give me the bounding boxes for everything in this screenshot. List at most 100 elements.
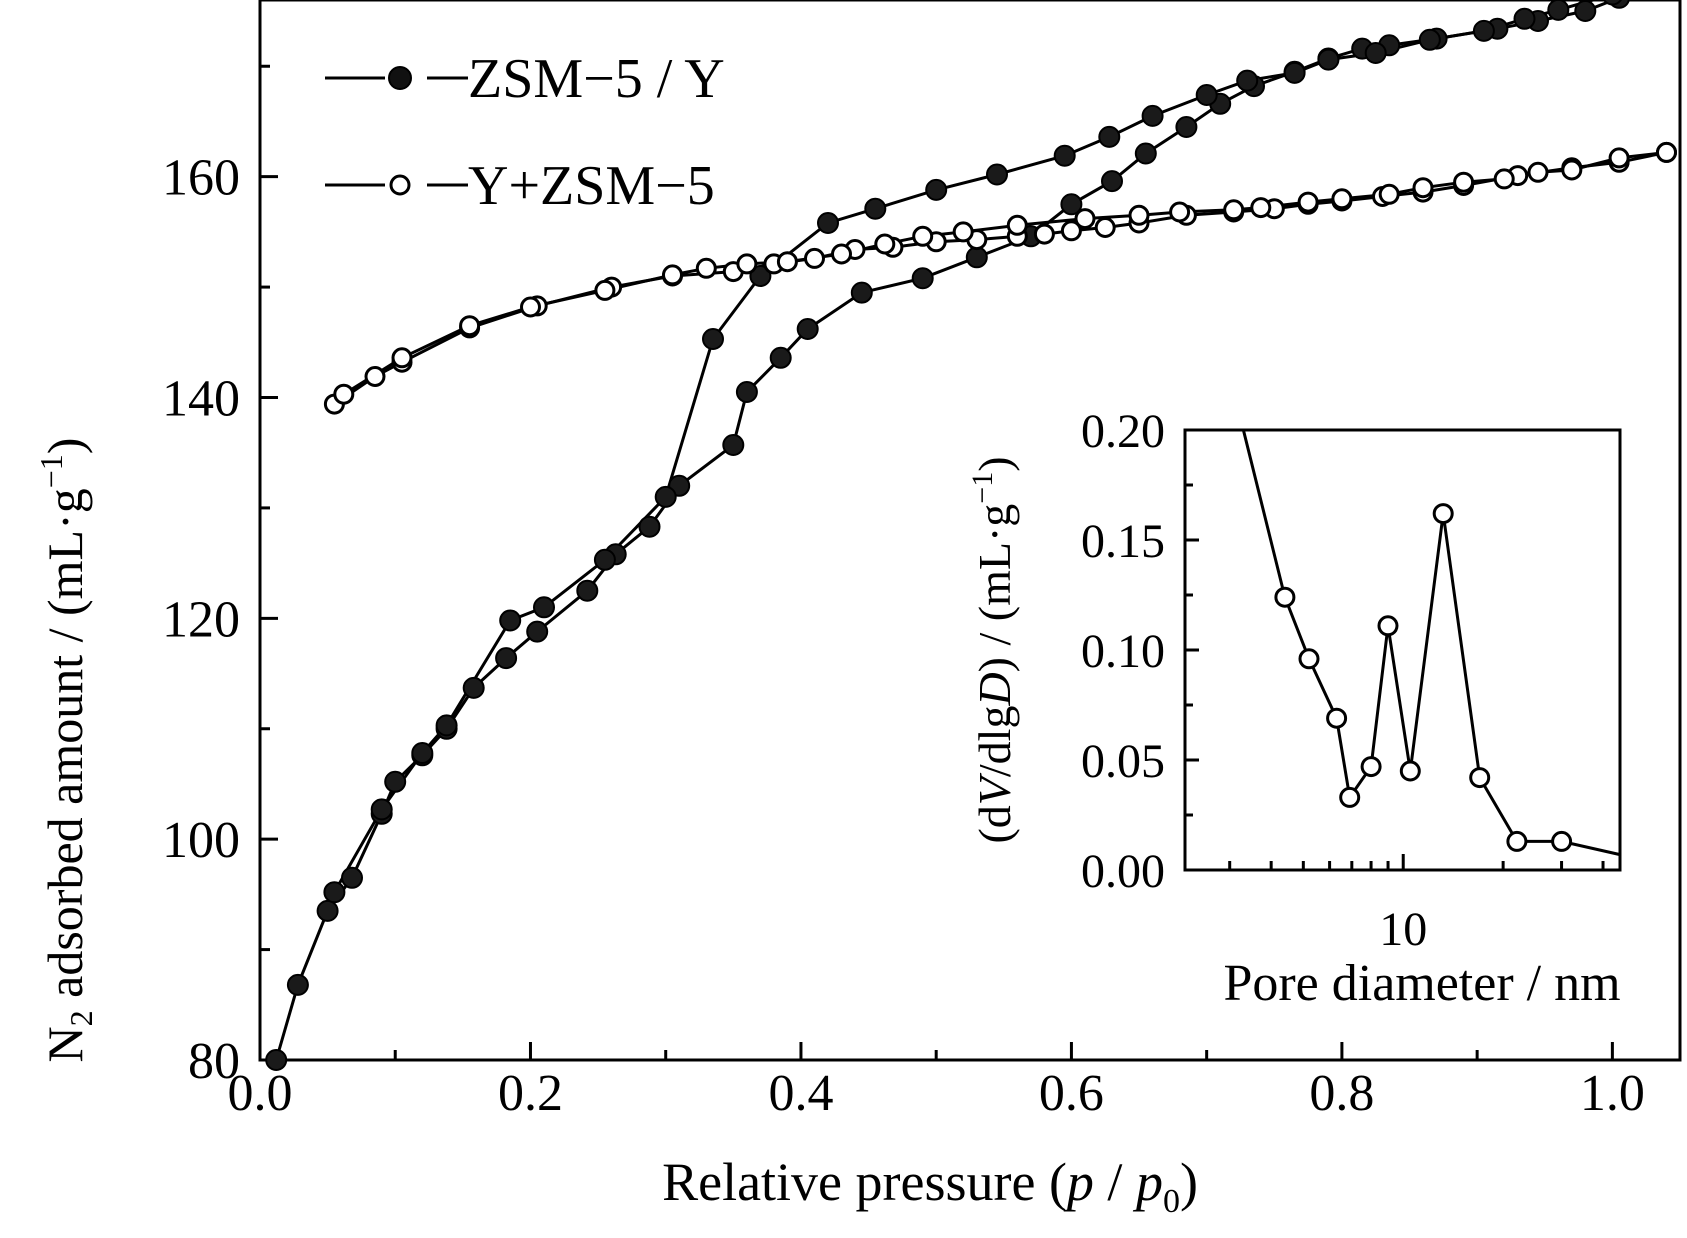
inset-tick-labels: 0.00 0.05 0.10 0.15 0.20 10 [1081, 405, 1427, 956]
inset-y-tick-label: 0.10 [1081, 625, 1165, 678]
data-point [1493, 168, 1515, 190]
inset-y-tick-label: 0.05 [1081, 735, 1165, 788]
series-line-0-desorption [333, 0, 1599, 893]
data-point [1060, 220, 1082, 242]
data-point [370, 798, 393, 821]
inset-data-point [1399, 760, 1421, 782]
y-tick-label: 120 [162, 591, 240, 648]
inset-y-tick-label: 0.15 [1081, 515, 1165, 568]
data-point [952, 221, 974, 243]
data-point [1378, 183, 1400, 205]
data-point [576, 579, 599, 602]
data-point [1250, 197, 1272, 219]
data-point [695, 257, 717, 279]
data-point [526, 620, 549, 643]
data-point [1472, 19, 1495, 42]
main-x-axis-title: Relative pressure (p / p0) [662, 1152, 1198, 1220]
data-point [911, 267, 934, 290]
data-point [1195, 84, 1218, 106]
data-point [384, 770, 407, 793]
data-point [638, 515, 661, 538]
inset-data-point [1551, 830, 1573, 852]
data-point [1297, 191, 1319, 213]
inset-y-tick-label: 0.00 [1081, 845, 1165, 898]
main-y-axis-title: N2 adsorbed amount / (mL·g−1) [33, 438, 99, 1063]
inset-data-point [1377, 615, 1399, 637]
y-tick-label: 100 [162, 812, 240, 869]
main-series-points [265, 0, 1677, 1071]
y-tick-label: 140 [162, 371, 240, 428]
data-point [736, 253, 758, 275]
inset-data-point [1274, 586, 1296, 608]
data-point [769, 346, 792, 369]
data-point [831, 243, 852, 265]
data-point [533, 596, 555, 619]
data-point [341, 866, 363, 889]
data-point [411, 742, 434, 764]
data-point [1574, 0, 1597, 22]
inset-data-point [1432, 503, 1454, 525]
data-point [1236, 69, 1259, 92]
legend-label-y-zsm5: Y+ZSM−5 [468, 155, 715, 217]
data-point [520, 296, 541, 318]
inset-chart: 0.00 0.05 0.10 0.15 0.20 10 (dV/dlgD) / (mL·g… [966, 405, 1622, 1012]
data-point [323, 881, 346, 904]
data-point [735, 381, 758, 403]
data-point [1418, 28, 1441, 51]
x-tick-label: 0.6 [1039, 1065, 1104, 1122]
data-point [965, 246, 988, 269]
inset-y-tick-label: 0.20 [1081, 405, 1165, 458]
data-point [1134, 142, 1157, 165]
data-point [1283, 61, 1306, 84]
data-point [1561, 159, 1583, 181]
data-point [594, 279, 616, 301]
data-point [265, 1049, 288, 1071]
data-point [1033, 223, 1055, 245]
data-point [462, 676, 485, 699]
x-tick-label: 0.0 [228, 1065, 293, 1122]
x-tick-label: 0.8 [1309, 1065, 1374, 1122]
main-tick-labels: 0.0 0.2 0.4 0.6 0.8 1.0 80 100 120 140 160 [162, 150, 1645, 1122]
inset-x-tick-label: 10 [1379, 903, 1427, 956]
x-tick-label: 1.0 [1580, 1065, 1645, 1122]
data-point [662, 264, 683, 286]
data-point [850, 281, 873, 304]
data-point [1364, 42, 1387, 64]
data-point [1006, 214, 1028, 236]
inset-plot-frame [1183, 428, 1622, 872]
legend-item-zsm5-y: ZSM−5 / Y [325, 48, 725, 110]
data-point [1060, 193, 1083, 216]
data-point [776, 251, 798, 273]
data-point [1128, 204, 1150, 226]
data-point [1602, 0, 1622, 6]
inset-data-point [1298, 648, 1320, 670]
data-point [499, 609, 522, 632]
data-point [1094, 217, 1116, 238]
data-point [435, 714, 458, 737]
legend: ZSM−5 / Y Y+ZSM−5 [325, 48, 725, 217]
data-point [459, 315, 481, 337]
data-point [593, 548, 616, 571]
inset-data-point [1360, 756, 1382, 778]
data-point [391, 347, 413, 369]
data-point [986, 163, 1008, 186]
x-tick-label: 0.2 [498, 1065, 563, 1122]
data-point [1513, 7, 1536, 30]
inset-y-axis-title: (dV/dlgD) / (mL·g−1) [966, 456, 1020, 843]
legend-item-y-zsm5: Y+ZSM−5 [325, 155, 715, 217]
data-point [796, 318, 819, 340]
data-point [1547, 0, 1570, 21]
data-point [817, 212, 839, 234]
data-point [1412, 177, 1434, 199]
main-plot-frame [258, 0, 1682, 1062]
data-point [1098, 125, 1121, 148]
data-point [912, 225, 934, 247]
legend-marker-open [389, 174, 411, 196]
data-point [1141, 104, 1164, 127]
data-point [722, 434, 745, 456]
legend-marker-filled [388, 66, 412, 90]
data-point [864, 197, 887, 220]
data-point [1101, 170, 1123, 193]
y-tick-label: 80 [188, 1033, 240, 1090]
